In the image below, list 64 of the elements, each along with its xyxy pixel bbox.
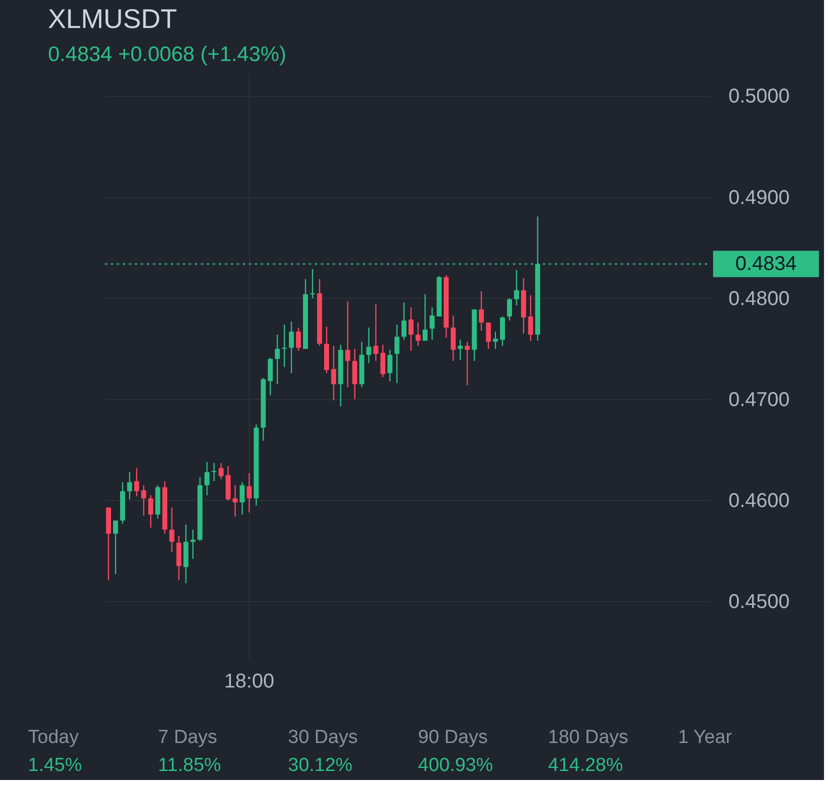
y-tick-label: 0.4900 xyxy=(728,186,790,209)
candlestick xyxy=(486,322,491,350)
candlestick xyxy=(500,316,505,346)
y-tick-label: 0.4500 xyxy=(728,590,790,613)
candlestick xyxy=(352,348,358,400)
text: 90 Days xyxy=(418,727,488,748)
candlestick xyxy=(134,467,140,497)
candlestick xyxy=(458,339,463,361)
candlestick xyxy=(218,462,224,480)
candlestick xyxy=(514,269,520,306)
candlestick xyxy=(528,294,534,342)
candlestick xyxy=(422,294,428,342)
text: 414.28% xyxy=(548,755,624,776)
candlestick xyxy=(387,349,392,382)
candlestick xyxy=(366,327,372,364)
candlestick xyxy=(148,494,154,528)
y-tick-label: 0.4700 xyxy=(728,388,790,411)
text: 180 Days xyxy=(548,727,628,748)
candlestick xyxy=(331,345,336,401)
candlestick xyxy=(345,300,350,388)
candlestick xyxy=(282,324,287,368)
candlestick xyxy=(401,302,406,340)
candlestick xyxy=(204,461,210,496)
candlestick xyxy=(464,341,470,386)
text: 1.45% xyxy=(28,755,82,776)
candlestick xyxy=(169,506,174,552)
candlestick xyxy=(296,327,301,352)
text: 400.93% xyxy=(418,755,494,776)
chart-subtitle: 0.4834 +0.0068 (+1.43%) xyxy=(48,43,286,66)
candlestick xyxy=(268,357,273,396)
candlestick xyxy=(274,334,280,385)
candlestick xyxy=(416,322,421,346)
candlestick xyxy=(394,324,400,384)
candlestick xyxy=(190,529,196,560)
text: 30 Days xyxy=(288,727,358,748)
candlestick xyxy=(176,535,182,581)
candlestick xyxy=(141,484,146,516)
candlestick xyxy=(240,482,245,516)
y-tick-label: 0.4800 xyxy=(728,288,790,310)
candlestick xyxy=(113,520,118,575)
candlestick xyxy=(478,290,484,332)
candlestick xyxy=(288,320,294,374)
x-tick-label: 18:00 xyxy=(224,670,274,692)
chart-title: XLMUSDT xyxy=(48,4,178,34)
text: 7 Days xyxy=(158,727,218,748)
candlestick xyxy=(408,306,414,352)
candlestick xyxy=(450,314,456,362)
text: 1 Year xyxy=(678,727,733,748)
candlestick xyxy=(507,298,512,322)
text: 30.12% xyxy=(288,755,353,776)
candlestick xyxy=(127,471,132,500)
candlestick xyxy=(246,472,252,514)
y-tick-label: 0.5000 xyxy=(728,86,790,108)
candlestick xyxy=(373,304,378,362)
candlestick xyxy=(310,268,316,299)
candlestick xyxy=(430,306,435,340)
text: 11.85% xyxy=(158,755,222,776)
y-tick-label: 0.4600 xyxy=(728,490,790,512)
text: Today xyxy=(28,727,80,748)
candlestick xyxy=(492,331,498,350)
candlestick xyxy=(212,462,217,482)
candlestick xyxy=(232,484,238,518)
ref-line-label: 0.4834 xyxy=(735,252,797,275)
candlestick xyxy=(380,344,386,378)
